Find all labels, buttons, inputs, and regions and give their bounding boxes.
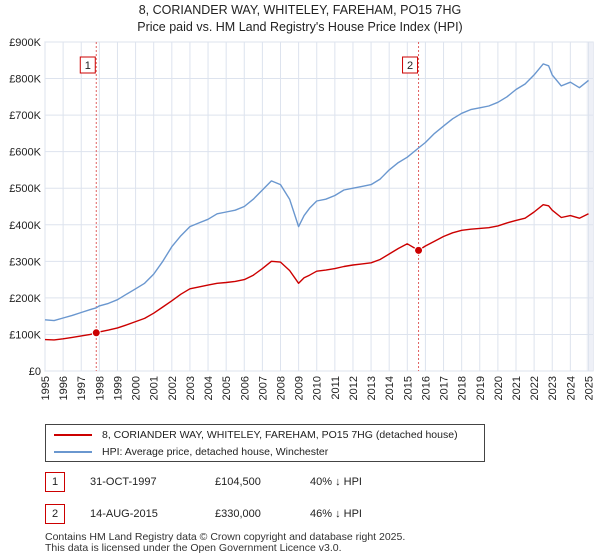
x-tick-label: 2017: [439, 376, 451, 400]
x-tick-label: 1998: [94, 376, 106, 400]
sale-marker-badge: 1: [45, 472, 65, 492]
legend-label-property: 8, CORIANDER WAY, WHITELEY, FAREHAM, PO1…: [102, 429, 458, 441]
y-tick-label: £400K: [9, 220, 41, 232]
y-tick-label: £900K: [9, 37, 41, 49]
sale-price: £330,000: [215, 508, 261, 520]
x-tick-label: 2022: [529, 376, 541, 400]
forecast-region: [586, 42, 593, 371]
x-tick-label: 2000: [131, 376, 143, 400]
sale-point: [91, 328, 101, 338]
sale-label: 2: [407, 60, 413, 72]
x-tick-label: 2024: [565, 376, 577, 400]
chart-title: 8, CORIANDER WAY, WHITELEY, FAREHAM, PO1…: [138, 3, 462, 17]
y-tick-label: £100K: [9, 329, 41, 341]
sale-marker-badge: 2: [45, 504, 65, 524]
footer-copyright: Contains HM Land Registry data © Crown c…: [45, 531, 406, 543]
sale-label-box: [402, 56, 419, 74]
price-chart: £0 £100K £200K £300K £400K £500K £600K £700K £80…: [9, 37, 595, 400]
y-tick-label: £500K: [9, 183, 41, 195]
x-tick-label: 2003: [185, 376, 197, 400]
sale-price: £104,500: [215, 476, 261, 488]
x-tick-label: 1996: [58, 376, 70, 400]
chart-subtitle: Price paid vs. HM Land Registry's House …: [137, 20, 463, 34]
x-tick-label: 2020: [493, 376, 505, 400]
y-tick-label: £300K: [9, 256, 41, 268]
x-tick-label: 2013: [366, 376, 378, 400]
sale-date: 31-OCT-1997: [90, 476, 157, 488]
hpi-series-line: [44, 63, 589, 322]
x-tick-label: 2016: [420, 376, 432, 400]
x-tick-label: 2010: [312, 376, 324, 400]
x-tick-label: 2002: [167, 376, 179, 400]
plot-area: [44, 41, 594, 372]
x-tick-label: 2023: [547, 376, 559, 400]
y-tick-label: £0: [29, 366, 41, 378]
x-tick-label: 2005: [221, 376, 233, 400]
legend: 8, CORIANDER WAY, WHITELEY, FAREHAM, PO1…: [45, 424, 485, 462]
x-tick-label: 1995: [40, 376, 52, 400]
x-tick-label: 2025: [583, 376, 595, 400]
x-tick-label: 1997: [76, 376, 88, 400]
legend-swatch-property: [54, 434, 92, 436]
x-tick-label: 2006: [239, 376, 251, 400]
y-tick-label: £700K: [9, 110, 41, 122]
sale-label-box: [79, 56, 96, 74]
legend-label-hpi: HPI: Average price, detached house, Winc…: [102, 446, 329, 458]
property-series-line: [44, 203, 589, 341]
x-tick-label: 2018: [457, 376, 469, 400]
x-tick-label: 2007: [257, 376, 269, 400]
legend-swatch-hpi: [54, 451, 92, 453]
sale-point: [414, 245, 424, 255]
y-tick-label: £800K: [9, 74, 41, 86]
sale-hpi-diff: 46% ↓ HPI: [310, 508, 362, 520]
footer-licence: This data is licensed under the Open Gov…: [45, 542, 342, 554]
sale-label: 1: [85, 60, 91, 72]
x-tick-label: 2012: [348, 376, 360, 400]
x-tick-label: 2021: [511, 376, 523, 400]
sale-hpi-diff: 40% ↓ HPI: [310, 476, 362, 488]
x-tick-label: 2014: [384, 376, 396, 400]
x-tick-label: 2011: [330, 376, 342, 400]
x-tick-label: 2001: [149, 376, 161, 400]
x-tick-label: 2019: [475, 376, 487, 400]
x-tick-label: 2004: [203, 376, 215, 400]
x-tick-label: 1999: [112, 376, 124, 400]
footer: Contains HM Land Registry data © Crown c…: [45, 532, 405, 554]
y-tick-label: £600K: [9, 147, 41, 159]
x-tick-label: 2009: [294, 376, 306, 400]
sale-date: 14-AUG-2015: [90, 508, 158, 520]
y-tick-label: £200K: [9, 293, 41, 305]
x-tick-label: 2008: [276, 376, 288, 400]
x-tick-label: 2015: [402, 376, 414, 400]
